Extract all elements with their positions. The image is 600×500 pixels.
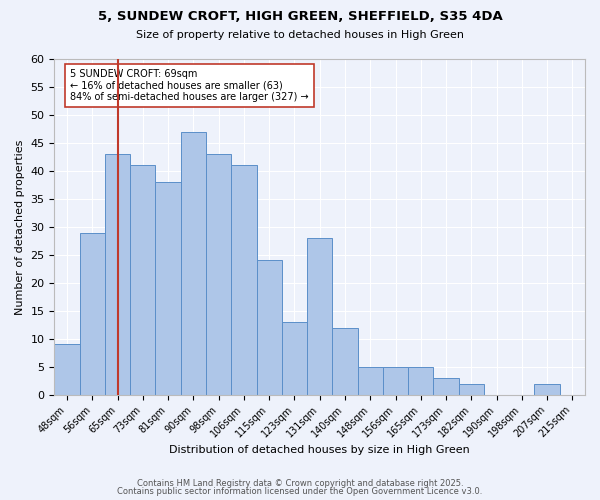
Bar	[55, 344, 80, 395]
Bar	[231, 166, 257, 395]
Text: 5, SUNDEW CROFT, HIGH GREEN, SHEFFIELD, S35 4DA: 5, SUNDEW CROFT, HIGH GREEN, SHEFFIELD, …	[98, 10, 502, 23]
Bar	[332, 328, 358, 395]
Bar	[433, 378, 458, 395]
Bar	[257, 260, 282, 395]
Bar	[80, 232, 105, 395]
Bar	[383, 367, 408, 395]
Bar	[206, 154, 231, 395]
Bar	[155, 182, 181, 395]
Text: Contains public sector information licensed under the Open Government Licence v3: Contains public sector information licen…	[118, 487, 482, 496]
Bar	[130, 166, 155, 395]
Bar	[458, 384, 484, 395]
Bar	[307, 238, 332, 395]
Y-axis label: Number of detached properties: Number of detached properties	[15, 139, 25, 314]
Bar	[535, 384, 560, 395]
Bar	[408, 367, 433, 395]
Bar	[181, 132, 206, 395]
Text: Contains HM Land Registry data © Crown copyright and database right 2025.: Contains HM Land Registry data © Crown c…	[137, 478, 463, 488]
Text: Size of property relative to detached houses in High Green: Size of property relative to detached ho…	[136, 30, 464, 40]
Bar	[358, 367, 383, 395]
Text: 5 SUNDEW CROFT: 69sqm
← 16% of detached houses are smaller (63)
84% of semi-deta: 5 SUNDEW CROFT: 69sqm ← 16% of detached …	[70, 69, 309, 102]
X-axis label: Distribution of detached houses by size in High Green: Distribution of detached houses by size …	[169, 445, 470, 455]
Bar	[282, 322, 307, 395]
Bar	[105, 154, 130, 395]
